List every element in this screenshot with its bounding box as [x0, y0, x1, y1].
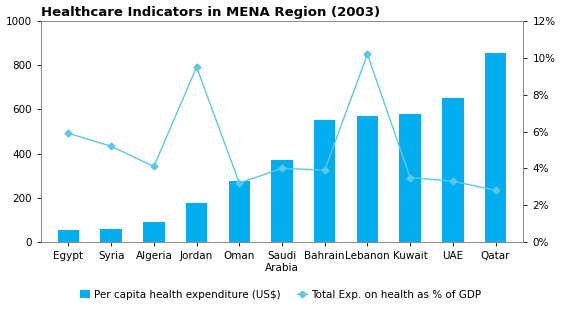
Total Exp. on health as % of GDP [407, 176, 413, 179]
Bar [229, 181, 250, 242]
Total Exp. on health as % of GDP [193, 65, 200, 69]
Total Exp. on health as % of GDP [108, 144, 114, 148]
Text: Healthcare Indicators in MENA Region (2003): Healthcare Indicators in MENA Region (20… [41, 6, 380, 19]
Total Exp. on health as % of GDP [364, 53, 371, 56]
Total Exp. on health as % of GDP [236, 181, 243, 185]
Bar [399, 114, 421, 242]
Total Exp. on health as % of GDP [449, 179, 456, 183]
Line: Total Exp. on health as % of GDP: Total Exp. on health as % of GDP [66, 52, 498, 193]
Bar [186, 203, 207, 242]
Bar [314, 121, 335, 242]
Bar [442, 98, 463, 242]
Total Exp. on health as % of GDP [492, 188, 499, 192]
Total Exp. on health as % of GDP [321, 168, 328, 172]
Bar [272, 160, 293, 242]
Bar [485, 53, 506, 242]
Bar [58, 231, 79, 242]
Total Exp. on health as % of GDP [65, 132, 72, 135]
Bar [100, 229, 122, 242]
Total Exp. on health as % of GDP [279, 167, 286, 170]
Total Exp. on health as % of GDP [150, 165, 157, 168]
Legend: Per capita health expenditure (US$), Total Exp. on health as % of GDP: Per capita health expenditure (US$), Tot… [76, 286, 485, 304]
Bar [357, 116, 378, 242]
Bar [143, 222, 164, 242]
